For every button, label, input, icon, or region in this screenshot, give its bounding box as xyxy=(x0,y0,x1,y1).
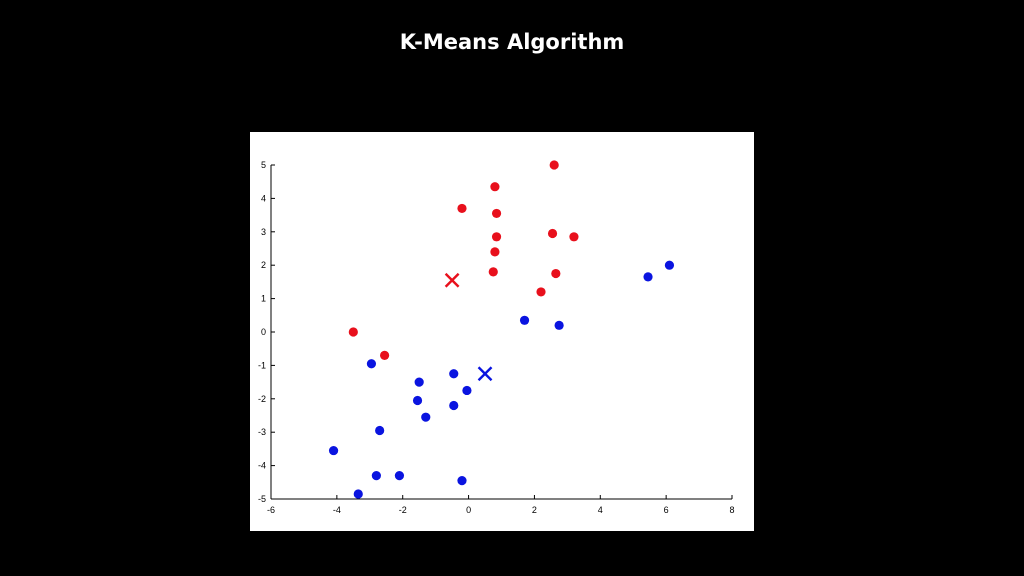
blue-cluster-point xyxy=(519,315,530,325)
red-cluster-point xyxy=(488,267,498,277)
y-tick-label: -2 xyxy=(258,394,266,404)
y-tick-label: 4 xyxy=(261,193,266,203)
scatter-plot-panel: -6 -4 -2 0 2 4 6 8 -5 -4 -3 -2 -1 0 1 2 3 4 5 xyxy=(250,132,754,531)
blue-cluster-point xyxy=(462,385,472,396)
blue-cluster-point xyxy=(414,377,424,387)
blue-cluster-point xyxy=(554,320,564,330)
chart-axes xyxy=(270,165,732,500)
x-axis-ticks: -6 -4 -2 0 2 4 6 8 xyxy=(267,495,735,515)
blue-cluster-point xyxy=(353,489,363,499)
red-cluster-point xyxy=(457,203,467,214)
x-tick-label: 0 xyxy=(466,505,471,515)
blue-cluster-point xyxy=(366,359,377,369)
red-centroid-marker xyxy=(444,272,460,288)
y-tick-label: 2 xyxy=(261,260,266,270)
red-cluster-point xyxy=(380,350,390,360)
red-cluster-point xyxy=(491,208,502,219)
red-cluster-point xyxy=(569,232,579,242)
red-cluster-point xyxy=(551,268,561,279)
blue-cluster-point xyxy=(328,445,339,456)
y-axis-ticks: -5 -4 -3 -2 -1 0 1 2 3 4 5 xyxy=(258,160,275,504)
y-tick-label: -3 xyxy=(258,427,266,437)
blue-cluster-point xyxy=(449,400,459,411)
blue-cluster-point xyxy=(412,395,423,406)
red-cluster-point xyxy=(549,160,559,170)
blue-centroid-marker xyxy=(477,366,493,382)
y-tick-label: 3 xyxy=(261,227,266,237)
blue-cluster-point xyxy=(371,471,381,481)
blue-cluster-point xyxy=(375,425,385,436)
red-cluster-point xyxy=(536,287,546,297)
red-cluster-point xyxy=(348,327,358,337)
centroid-stroke xyxy=(477,366,493,382)
red-cluster-point xyxy=(490,182,500,192)
red-cluster-point xyxy=(490,247,500,257)
blue-cluster-point xyxy=(457,476,467,486)
blue-cluster-point xyxy=(664,260,675,270)
y-tick-label: 5 xyxy=(261,160,266,170)
y-tick-label: -1 xyxy=(258,360,266,370)
x-tick-label: -2 xyxy=(399,505,407,515)
red-cluster-point xyxy=(547,228,558,239)
x-tick-label: -4 xyxy=(333,505,341,515)
y-tick-label: -4 xyxy=(258,461,266,471)
y-tick-label: -5 xyxy=(258,494,266,504)
data-points xyxy=(328,160,675,499)
x-tick-label: 4 xyxy=(598,505,603,515)
x-tick-label: 8 xyxy=(729,505,734,515)
y-tick-label: 1 xyxy=(261,294,266,304)
centroid-stroke xyxy=(444,272,460,288)
red-cluster-point xyxy=(491,232,502,242)
blue-cluster-point xyxy=(449,369,459,379)
x-tick-label: 2 xyxy=(532,505,537,515)
blue-cluster-point xyxy=(421,412,431,422)
slide-title: K-Means Algorithm xyxy=(399,30,625,54)
x-tick-label: 6 xyxy=(664,505,669,515)
x-tick-label: -6 xyxy=(267,505,275,515)
centroid-markers xyxy=(444,272,493,382)
blue-cluster-point xyxy=(643,272,653,282)
blue-cluster-point xyxy=(394,471,405,481)
kmeans-scatter-chart: -6 -4 -2 0 2 4 6 8 -5 -4 -3 -2 -1 0 1 2 3 4 5 xyxy=(258,160,735,515)
y-tick-label: 0 xyxy=(261,327,266,337)
